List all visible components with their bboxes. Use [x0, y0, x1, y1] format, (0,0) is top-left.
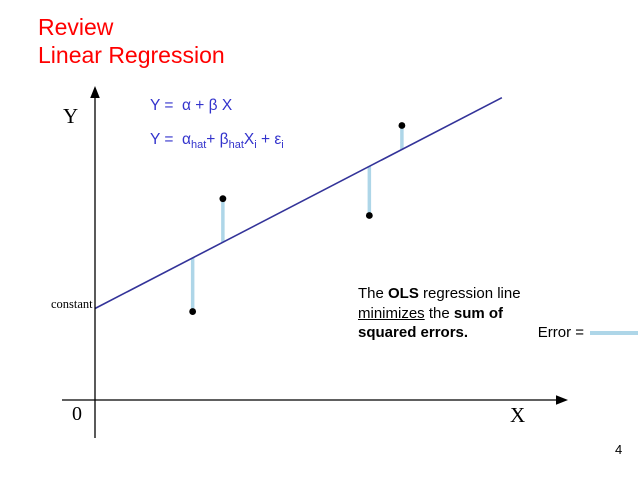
eq2-text: X	[243, 131, 255, 148]
eq2-sub-hat-1: hat	[191, 139, 207, 152]
caption-bold-sum-of: sum of	[453, 304, 504, 322]
regression-line	[94, 96, 503, 310]
title-line-2: Linear Regression	[38, 42, 225, 68]
eq2-sub-i-1: i	[254, 139, 257, 152]
data-point	[219, 195, 227, 203]
data-point	[398, 122, 406, 129]
caption-line-2: minimizes the sum of	[358, 304, 638, 324]
x-axis-arrow	[556, 395, 568, 405]
caption-text: The	[358, 285, 389, 302]
caption-bold-squared-errors: squared errors.	[358, 324, 469, 341]
caption-underline-minimizes: minimizes	[358, 304, 425, 322]
eq2-sub-hat-2: hat	[228, 139, 244, 152]
caption-text: the	[424, 304, 454, 322]
caption-line-3: squared errors. Error =	[358, 323, 638, 343]
title-line-1: Review	[38, 14, 114, 40]
eq2-text: Y = α	[150, 131, 191, 148]
data-point	[365, 212, 373, 219]
constant-intercept-label: constant	[51, 297, 93, 311]
equation-estimated: Y = αhat+ βhatXi + εi	[150, 131, 284, 151]
x-axis-label: X	[510, 403, 526, 427]
caption-text: regression line	[418, 285, 521, 302]
slide-title: Review Linear Regression	[38, 13, 225, 69]
equation-population: Y = α + β X	[150, 97, 233, 114]
error-legend-label: Error =	[537, 324, 584, 341]
eq2-text: + ε	[256, 131, 282, 148]
origin-label: 0	[72, 403, 82, 425]
caption-bold-ols: OLS	[388, 285, 419, 302]
y-axis-label: Y	[63, 104, 79, 128]
caption-line-1: The OLS regression line	[358, 284, 638, 304]
ols-caption: The OLS regression line minimizes the su…	[358, 284, 638, 343]
y-axis-arrow	[90, 86, 100, 98]
eq2-text: + β	[206, 131, 229, 148]
eq2-sub-i-2: i	[281, 139, 284, 152]
data-point	[189, 308, 197, 315]
page-number: 4	[615, 442, 623, 457]
error-legend-swatch	[590, 330, 638, 335]
